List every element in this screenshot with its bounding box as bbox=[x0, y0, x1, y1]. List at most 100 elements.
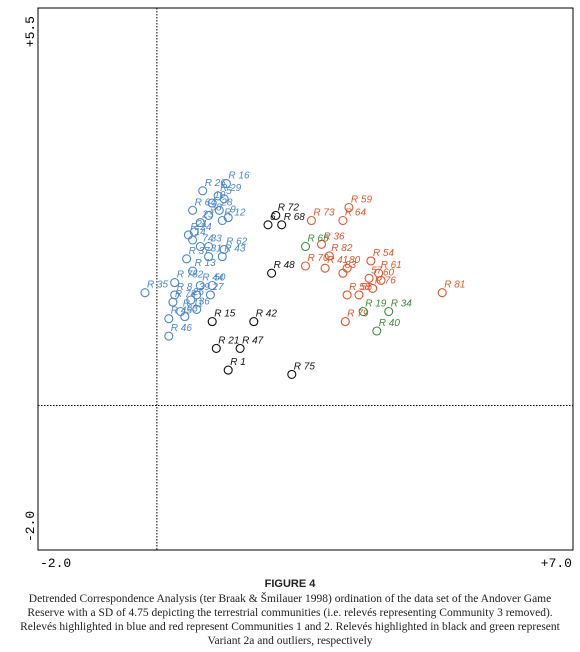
data-point-black bbox=[235, 343, 245, 353]
point-label: R 78 bbox=[175, 289, 197, 300]
data-point-black bbox=[277, 220, 287, 230]
data-point-red bbox=[366, 256, 376, 266]
point-label: R 41 bbox=[327, 255, 348, 266]
data-point-red bbox=[344, 202, 354, 213]
data-point-red bbox=[338, 215, 348, 226]
data-point-blue bbox=[188, 205, 198, 215]
data-point-blue bbox=[188, 266, 198, 276]
point-label: 80 bbox=[349, 255, 361, 266]
data-point-green bbox=[300, 241, 311, 252]
point-label: R 34 bbox=[391, 299, 413, 310]
point-label: R 8 bbox=[177, 282, 193, 293]
point-label: R 42 bbox=[256, 309, 278, 320]
point-label: R 44 bbox=[202, 273, 224, 284]
data-point-blue bbox=[205, 290, 215, 300]
data-point-blue bbox=[195, 280, 205, 291]
point-label: R 75 bbox=[294, 361, 316, 372]
data-point-blue bbox=[164, 331, 174, 341]
point-label: 50 bbox=[214, 273, 226, 284]
data-point-red bbox=[340, 317, 350, 327]
data-point-red bbox=[306, 215, 316, 226]
data-point-black bbox=[267, 268, 277, 278]
point-label: R 36 bbox=[324, 231, 346, 242]
data-point-blue bbox=[140, 288, 150, 298]
data-point-blue bbox=[217, 215, 227, 226]
point-label: 83 bbox=[345, 260, 357, 271]
point-label: R 73 bbox=[313, 208, 335, 219]
data-point-blue bbox=[204, 241, 214, 252]
data-point-black bbox=[287, 369, 297, 379]
point-label: R 76 bbox=[375, 275, 397, 286]
data-point-red bbox=[437, 288, 447, 298]
point-label: R 72 bbox=[278, 202, 300, 213]
point-label: R 79 bbox=[347, 309, 369, 320]
data-point-blue bbox=[188, 235, 198, 245]
point-label: 60 bbox=[383, 267, 395, 278]
point-label: R 15 bbox=[214, 309, 236, 320]
data-point-red bbox=[300, 261, 311, 271]
point-label: R 65 bbox=[308, 234, 330, 245]
data-point-red bbox=[338, 268, 348, 278]
data-point-black bbox=[211, 343, 221, 353]
data-point-blue bbox=[180, 312, 190, 322]
figure-label: FIGURE 4 bbox=[264, 578, 316, 590]
point-label: R 35 bbox=[147, 280, 169, 291]
data-point-red bbox=[354, 290, 364, 300]
point-label: R 58 bbox=[349, 282, 371, 293]
data-point-blue bbox=[213, 191, 223, 201]
point-label: R 12 bbox=[224, 208, 246, 219]
data-point-black bbox=[207, 317, 217, 327]
point-label: 33 bbox=[211, 234, 223, 245]
point-label: 25 bbox=[192, 287, 205, 298]
point-label: R 81 bbox=[444, 280, 465, 291]
point-label: 23 bbox=[201, 210, 214, 221]
data-point-blue bbox=[219, 194, 229, 204]
data-point-blue bbox=[195, 218, 205, 228]
point-label: 14 bbox=[195, 227, 207, 238]
data-point-red bbox=[316, 239, 327, 249]
data-point-blue bbox=[217, 252, 227, 262]
point-label: R 45 bbox=[171, 306, 193, 317]
data-point-red bbox=[364, 273, 374, 283]
point-label: R 11 bbox=[183, 299, 203, 310]
data-point-blue bbox=[207, 198, 217, 208]
point-label: R 64 bbox=[345, 208, 367, 219]
x-max-label: +7.0 bbox=[541, 556, 572, 571]
point-label: 10 bbox=[214, 190, 226, 201]
point-label: R 62 bbox=[226, 236, 248, 247]
data-point-blue bbox=[204, 210, 214, 220]
data-point-blue bbox=[182, 254, 192, 264]
data-point-blue bbox=[186, 295, 196, 305]
data-point-blue bbox=[170, 278, 180, 288]
point-label: R 82 bbox=[331, 243, 353, 254]
point-label: R 37 bbox=[189, 246, 211, 257]
data-point-blue bbox=[198, 186, 208, 196]
point-label: 57 bbox=[371, 265, 383, 276]
point-label: R 46 bbox=[171, 323, 193, 334]
data-point-black bbox=[249, 317, 259, 327]
point-label: 31 bbox=[211, 244, 222, 255]
data-point-green bbox=[358, 306, 368, 317]
data-point-blue bbox=[207, 280, 217, 291]
point-label: R 68 bbox=[284, 212, 306, 223]
point-label: R 54 bbox=[373, 248, 395, 259]
point-label: R 59 bbox=[351, 195, 373, 206]
point-label: R 13 bbox=[195, 258, 217, 269]
point-label: R 40 bbox=[379, 318, 401, 329]
data-point-red bbox=[324, 251, 334, 261]
point-label: R 1 bbox=[230, 357, 246, 368]
point-label: 21 bbox=[195, 219, 207, 230]
point-label: R 48 bbox=[274, 260, 296, 271]
x-min-label: -2.0 bbox=[40, 556, 71, 571]
caption-text: Detrended Correspondence Analysis (ter B… bbox=[20, 593, 560, 647]
data-point-red bbox=[368, 283, 378, 293]
data-point-blue bbox=[192, 290, 202, 300]
data-point-blue bbox=[223, 213, 233, 223]
point-label: 27 bbox=[211, 282, 224, 293]
data-point-black bbox=[271, 210, 281, 220]
data-point-blue bbox=[204, 252, 214, 262]
data-point-blue bbox=[221, 179, 231, 189]
point-label: R 43 bbox=[224, 244, 246, 255]
